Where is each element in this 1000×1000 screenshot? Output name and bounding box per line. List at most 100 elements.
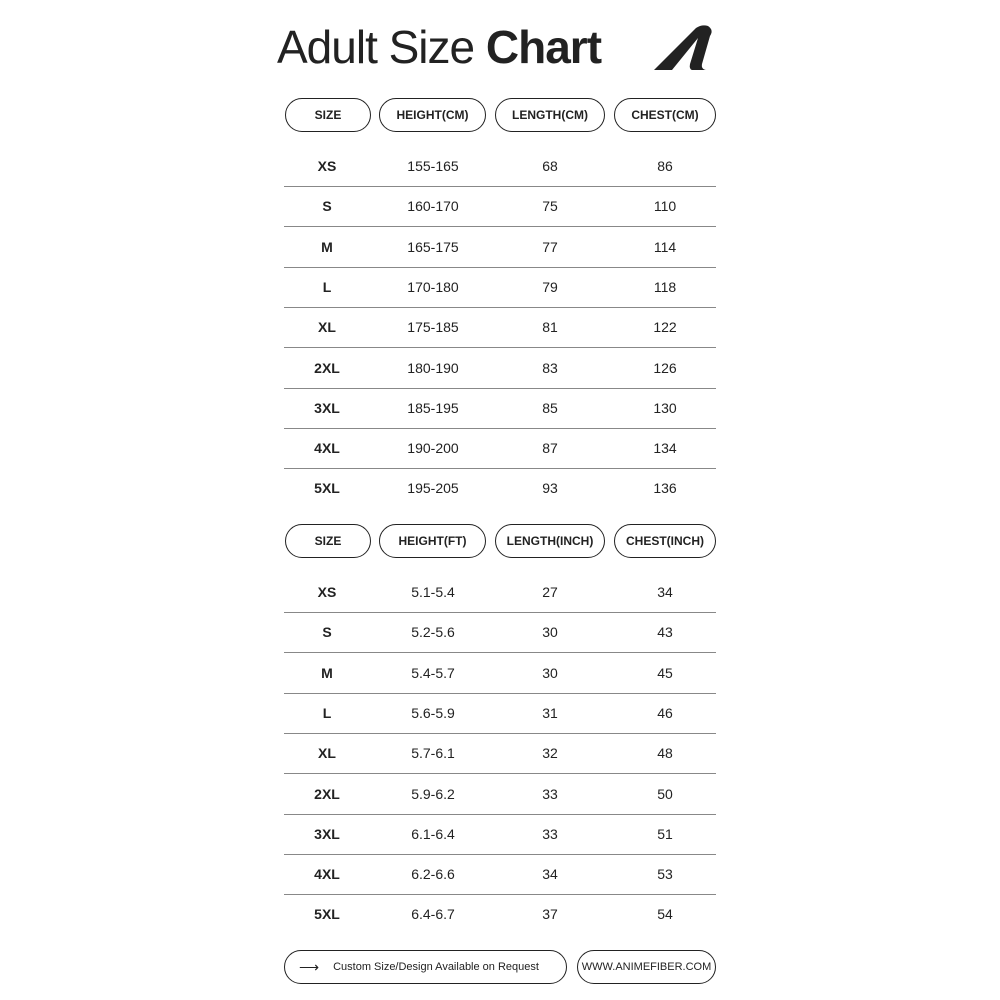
cell-length: 33 (542, 825, 558, 842)
row-divider (284, 468, 716, 470)
cell-height: 160-170 (407, 198, 459, 215)
cell-length: 37 (542, 906, 558, 923)
cell-length: 68 (542, 158, 558, 174)
cell-size: M (321, 238, 333, 255)
cell-size: XL (318, 745, 336, 762)
arrow-right-icon: ⟶ (299, 958, 320, 975)
cell-height: 5.6-5.9 (411, 704, 455, 721)
cell-height: 155-165 (407, 158, 459, 174)
cell-length: 83 (542, 359, 558, 376)
header-chest: CHEST(INCH) (614, 524, 716, 558)
website-text: WWW.ANIMEFIBER.COM (581, 961, 712, 973)
cell-size: 4XL (314, 440, 340, 457)
cell-height: 185-195 (407, 399, 459, 416)
cell-chest: 114 (653, 238, 677, 255)
row-divider (284, 773, 716, 775)
cell-size: 2XL (314, 359, 340, 376)
cell-length: 93 (542, 480, 558, 497)
brand-logo-icon (654, 25, 712, 70)
header-height: HEIGHT(CM) (379, 98, 486, 132)
cell-chest: 34 (657, 584, 673, 600)
row-divider (284, 226, 716, 228)
cell-chest: 110 (653, 198, 677, 215)
cell-length: 75 (542, 198, 558, 215)
cell-length: 87 (542, 440, 558, 457)
row-divider (284, 266, 716, 268)
row-divider (284, 306, 716, 308)
title-light: Adult Size (277, 21, 486, 73)
cell-size: 5XL (314, 906, 340, 923)
row-divider (284, 692, 716, 694)
cell-size: 3XL (314, 825, 340, 842)
cell-size: XS (317, 158, 337, 174)
cell-height: 165-175 (407, 238, 459, 255)
cell-chest: 48 (657, 745, 673, 762)
cell-chest: 126 (653, 359, 677, 376)
row-divider (284, 813, 716, 815)
header-size: SIZE (285, 524, 371, 558)
row-divider (284, 186, 716, 187)
cell-height: 5.7-6.1 (411, 745, 455, 762)
cell-chest: 43 (657, 624, 673, 641)
cell-length: 81 (542, 319, 558, 336)
cell-height: 5.4-5.7 (411, 664, 455, 681)
cell-length: 27 (542, 584, 558, 600)
cell-height: 180-190 (407, 359, 459, 376)
website-link[interactable]: WWW.ANIMEFIBER.COM (577, 950, 716, 984)
cell-height: 170-180 (407, 278, 459, 295)
cell-chest: 130 (653, 399, 677, 416)
header-chest: CHEST(CM) (614, 98, 716, 132)
cell-height: 6.2-6.6 (411, 866, 455, 883)
cell-chest: 122 (653, 319, 677, 336)
cell-chest: 50 (657, 785, 673, 802)
cell-size: XL (318, 319, 336, 336)
cell-chest: 134 (653, 440, 677, 457)
row-divider (284, 894, 716, 896)
cell-length: 30 (542, 664, 558, 681)
cell-height: 5.1-5.4 (411, 584, 455, 600)
cell-chest: 136 (653, 480, 677, 497)
cell-size: 2XL (314, 785, 340, 802)
custom-request-button[interactable]: ⟶ Custom Size/Design Available on Reques… (284, 950, 567, 984)
row-divider (284, 347, 716, 349)
cell-size: 5XL (314, 480, 340, 497)
cell-chest: 45 (657, 664, 673, 681)
cell-chest: 53 (657, 866, 673, 883)
cell-size: M (321, 664, 333, 681)
row-divider (284, 387, 716, 389)
cell-height: 190-200 (407, 440, 459, 457)
cell-size: XS (317, 584, 337, 600)
row-divider (284, 853, 716, 855)
cell-chest: 86 (657, 158, 673, 174)
cell-length: 31 (542, 704, 558, 721)
cell-height: 5.9-6.2 (411, 785, 455, 802)
cell-length: 32 (542, 745, 558, 762)
cell-length: 77 (542, 238, 558, 255)
row-divider (284, 612, 716, 613)
row-divider (284, 732, 716, 734)
cell-size: S (322, 198, 332, 215)
cell-chest: 46 (657, 704, 673, 721)
cell-size: L (322, 704, 332, 721)
cell-chest: 118 (653, 278, 677, 295)
header-size: SIZE (285, 98, 371, 132)
cell-height: 175-185 (407, 319, 459, 336)
cell-height: 6.4-6.7 (411, 906, 455, 923)
custom-note: Custom Size/Design Available on Request (333, 961, 539, 973)
cell-length: 34 (542, 866, 558, 883)
title-bold: Chart (485, 21, 602, 73)
cell-chest: 54 (657, 906, 673, 923)
header-length: LENGTH(INCH) (495, 524, 605, 558)
cell-length: 30 (542, 624, 558, 641)
row-divider (284, 652, 716, 654)
cell-height: 6.1-6.4 (411, 825, 455, 842)
cell-size: 3XL (314, 399, 340, 416)
cell-size: S (322, 624, 332, 641)
cell-size: 4XL (314, 866, 340, 883)
cell-height: 5.2-5.6 (411, 624, 455, 641)
cell-length: 85 (542, 399, 558, 416)
cell-length: 33 (542, 785, 558, 802)
cell-height: 195-205 (407, 480, 459, 497)
cell-length: 79 (542, 278, 558, 295)
